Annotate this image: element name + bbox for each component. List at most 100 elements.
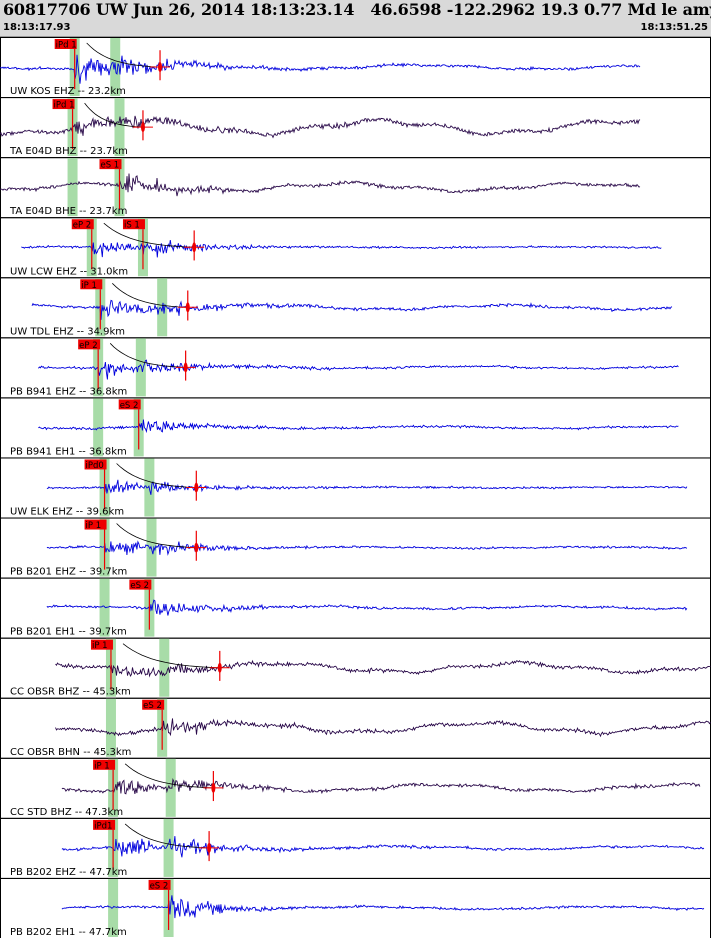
coda-curve [116, 463, 195, 488]
waveform [55, 718, 711, 738]
channel-label: PB B941 EH1 -- 36.8km [10, 446, 127, 457]
waveform [61, 895, 705, 919]
waveform [21, 240, 662, 258]
waveform [0, 173, 641, 197]
coda-end-dot [183, 362, 188, 373]
p-pick-label: iPd 1 [56, 41, 77, 51]
coda-end-dot [194, 482, 199, 493]
p-pick-label: iP 1 [81, 281, 97, 291]
p-pick-box [84, 459, 107, 470]
coda-end-dot [185, 302, 190, 313]
s-pick-box [148, 879, 171, 890]
channel-3: eP 2 iS 1 UW LCW EHZ -- 31.0km [0, 217, 711, 279]
channel-label: UW KOS EHZ -- 23.2km [10, 86, 126, 97]
s-pick-label: eS 2 [150, 881, 169, 891]
p-pick-box [80, 279, 103, 290]
s-pick-box [118, 399, 141, 410]
event-title: 60817706 UW Jun 26, 2014 18:13:23.14 46.… [3, 0, 711, 19]
channel-4: iP 1 UW TDL EHZ -- 34.9km [0, 277, 711, 339]
channel-label: TA E04D BHZ -- 23.7km [9, 146, 128, 157]
s-theory-band [135, 338, 146, 397]
p-pick-box [93, 819, 116, 830]
s-pick-label: iS 1 [124, 221, 140, 231]
channel-label: TA E04D BHE -- 23.7km [9, 206, 127, 217]
channel-label: PB B201 EH1 -- 39.7km [10, 627, 127, 638]
window-start-time: 18:13:17.93 [3, 22, 71, 33]
channel-13: iPd1 PB B202 EHZ -- 47.7km [0, 817, 711, 879]
channel-2: eS 1 TA E04D BHE -- 23.7km [0, 157, 711, 219]
p-pick-box [71, 219, 94, 230]
channel-9: eS 2 PB B201 EH1 -- 39.7km [0, 577, 711, 639]
channel-label: CC STD BHZ -- 47.3km [10, 807, 123, 818]
s-pick-box [122, 219, 145, 230]
coda-curve [124, 823, 208, 849]
coda-end-dot [194, 542, 199, 553]
p-pick-label: iP 1 [92, 641, 108, 651]
channel-label: CC OBSR BHZ -- 45.3km [10, 687, 131, 698]
channel-label: PB B941 EHZ -- 36.8km [10, 386, 127, 397]
channel-label: UW TDL EHZ -- 34.9km [10, 326, 125, 337]
waveform [38, 419, 679, 434]
coda-curve [112, 283, 186, 308]
p-pick-box [78, 339, 101, 350]
channel-5: eP 2 PB B941 EHZ -- 36.8km [0, 337, 711, 399]
coda-curve [109, 343, 184, 368]
s-pick-box [142, 699, 165, 710]
p-pick-label: iPd 1 [54, 101, 75, 111]
channel-10: iP 1 CC OBSR BHZ -- 45.3km [0, 637, 711, 699]
coda-end-dot [211, 782, 216, 793]
channel-7: iPd0 UW ELK EHZ -- 39.6km [0, 457, 711, 519]
event-header: 60817706 UW Jun 26, 2014 18:13:23.14 46.… [0, 0, 711, 37]
s-pick-label: eS 2 [130, 581, 149, 591]
coda-curve [103, 222, 193, 248]
channel-label: PB B202 EH1 -- 47.7km [10, 927, 127, 938]
s-pick-box [99, 159, 122, 170]
p-pick-box [54, 39, 77, 49]
p-pick-label: iPd0 [86, 461, 104, 471]
p-theory-band [93, 398, 104, 457]
channel-1: iPd 1 TA E04D BHZ -- 23.7km [0, 97, 711, 159]
channel-label: CC OBSR BHN -- 45.3km [10, 747, 131, 758]
coda-end-dot [192, 242, 197, 253]
coda-end-dot [207, 842, 212, 853]
coda-curve [86, 42, 159, 68]
channel-12: iP 1 CC STD BHZ -- 47.3km [0, 757, 711, 819]
s-theory-band [163, 818, 174, 877]
p-pick-box [93, 759, 116, 770]
p-theory-band [105, 698, 116, 757]
channel-14: eS 2 PB B202 EH1 -- 47.7km [0, 877, 711, 938]
s-pick-box [129, 579, 152, 590]
channel-label: PB B201 EHZ -- 39.7km [10, 567, 127, 578]
window-end-time: 18:13:51.25 [640, 22, 708, 33]
s-theory-band [159, 638, 170, 697]
channel-label: PB B202 EHZ -- 47.7km [10, 867, 127, 878]
coda-end-dot [217, 662, 222, 673]
waveform [46, 479, 688, 495]
waveform [0, 115, 641, 139]
p-theory-band [99, 578, 110, 637]
channel-8: iP 1 PB B201 EHZ -- 39.7km [0, 517, 711, 579]
waveform [61, 777, 701, 795]
coda-end-dot [140, 122, 145, 133]
channel-0: iPd 1 UW KOS EHZ -- 23.2km [0, 37, 711, 99]
s-theory-band [114, 98, 125, 157]
p-pick-label: iP 1 [86, 521, 102, 531]
s-pick-label: eS 2 [120, 401, 139, 411]
s-pick-label: eS 2 [143, 701, 162, 711]
waveform-panel[interactable]: iPd 1 UW KOS EHZ -- 23.2km iPd 1 TA E04D BH… [0, 37, 711, 938]
p-pick-label: eP 2 [79, 341, 97, 351]
p-pick-label: iPd1 [94, 821, 112, 831]
waveform [61, 836, 705, 858]
p-pick-box [90, 639, 113, 650]
waveform [0, 54, 641, 84]
coda-curve [122, 643, 218, 669]
p-theory-band [67, 158, 78, 217]
p-pick-box [84, 519, 107, 530]
waveform [31, 299, 673, 320]
coda-end-dot [158, 62, 163, 73]
waveform [46, 599, 688, 616]
channel-label: UW LCW EHZ -- 31.0km [10, 266, 128, 277]
coda-curve [124, 763, 212, 789]
coda-curve [84, 102, 142, 128]
